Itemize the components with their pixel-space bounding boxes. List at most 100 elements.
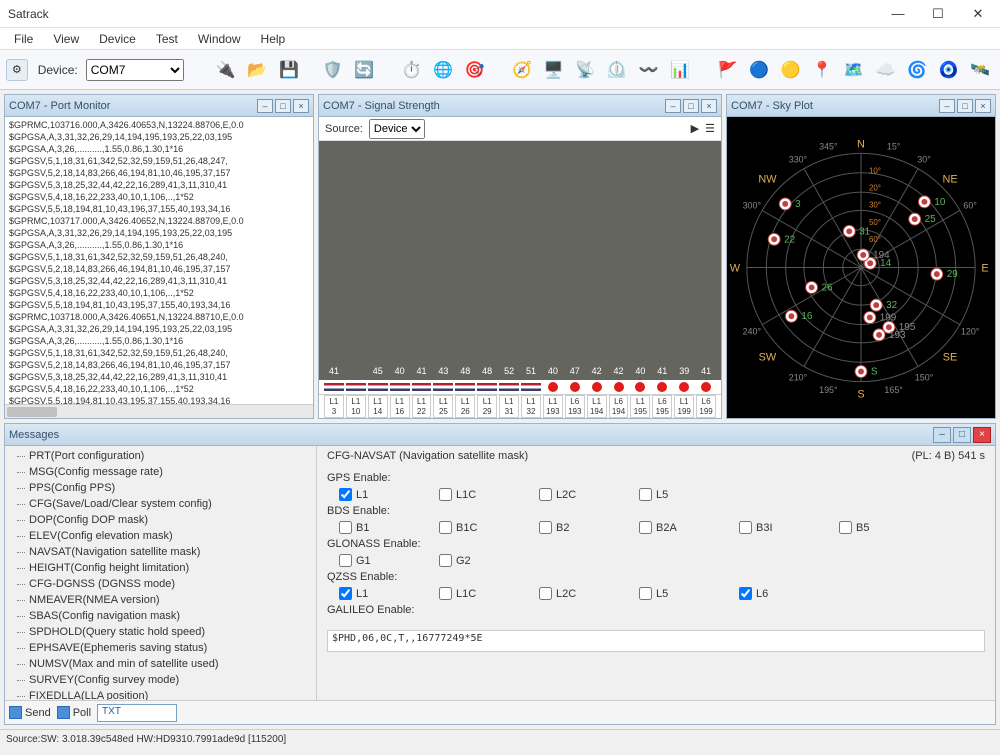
- compass-icon[interactable]: 🧭: [508, 56, 536, 84]
- checkbox-G2[interactable]: G2: [439, 554, 489, 567]
- send-checkbox[interactable]: Send: [9, 706, 51, 719]
- folder-icon[interactable]: 📂: [244, 56, 272, 84]
- signal-strength-panel: COM7 - Signal Strength – □ × Source: Dev…: [318, 94, 722, 419]
- flag1-icon[interactable]: 🚩: [714, 56, 742, 84]
- panel-min-button[interactable]: –: [933, 427, 951, 443]
- checkbox-L1C[interactable]: L1C: [439, 488, 489, 501]
- panel-min-button[interactable]: –: [257, 99, 273, 113]
- tree-item[interactable]: DOP(Config DOP mask): [29, 512, 316, 528]
- panel-max-button[interactable]: □: [957, 99, 973, 113]
- tree-item[interactable]: FIXEDLLA(LLA position): [29, 688, 316, 700]
- svg-text:30°: 30°: [869, 201, 881, 210]
- list-icon[interactable]: ☰: [705, 122, 715, 135]
- source-select[interactable]: Device: [369, 119, 425, 139]
- tree-item[interactable]: CFG(Save/Load/Clear system config): [29, 496, 316, 512]
- checkbox-B5[interactable]: B5: [839, 521, 889, 534]
- hscrollbar[interactable]: [5, 404, 313, 418]
- panel-max-button[interactable]: □: [953, 427, 971, 443]
- panel-close-button[interactable]: ×: [701, 99, 717, 113]
- tree-item[interactable]: ELEV(Config elevation mask): [29, 528, 316, 544]
- refresh-icon[interactable]: 🔄: [350, 56, 378, 84]
- svg-text:SW: SW: [759, 352, 777, 364]
- gear-icon[interactable]: ⚙: [6, 59, 28, 81]
- menu-view[interactable]: View: [43, 32, 89, 46]
- checkbox-L1[interactable]: L1: [339, 488, 389, 501]
- nav-icon[interactable]: 🧿: [935, 56, 963, 84]
- pin1-icon[interactable]: 📍: [808, 56, 836, 84]
- config-form: CFG-NAVSAT (Navigation satellite mask) (…: [317, 446, 995, 700]
- antenna-icon[interactable]: 📡: [571, 56, 599, 84]
- panel-min-button[interactable]: –: [665, 99, 681, 113]
- svg-text:165°: 165°: [884, 385, 903, 395]
- sync-icon[interactable]: 🌀: [903, 56, 931, 84]
- tree-item[interactable]: HEIGHT(Config height limitation): [29, 560, 316, 576]
- flag-icon[interactable]: ▶: [691, 122, 699, 135]
- save-icon[interactable]: 💾: [275, 56, 303, 84]
- checkbox-B1C[interactable]: B1C: [439, 521, 489, 534]
- svg-text:SE: SE: [943, 352, 958, 364]
- checkbox-L1[interactable]: L1: [339, 587, 389, 600]
- panel-close-button[interactable]: ×: [975, 99, 991, 113]
- tree-item[interactable]: SPDHOLD(Query static hold speed): [29, 624, 316, 640]
- device-select[interactable]: COM7: [86, 59, 185, 81]
- poll-checkbox[interactable]: Poll: [57, 706, 91, 719]
- monitor-icon[interactable]: 🖥️: [540, 56, 568, 84]
- panel-close-button[interactable]: ×: [973, 427, 991, 443]
- tree-item[interactable]: MSG(Config message rate): [29, 464, 316, 480]
- stopwatch-icon[interactable]: ⏱️: [398, 56, 426, 84]
- checkbox-B2[interactable]: B2: [539, 521, 589, 534]
- cloud-icon[interactable]: ☁️: [872, 56, 900, 84]
- close-button[interactable]: ✕: [958, 1, 998, 27]
- maximize-button[interactable]: ☐: [918, 1, 958, 27]
- tree-item[interactable]: NMEAVER(NMEA version): [29, 592, 316, 608]
- tree-item[interactable]: EPHSAVE(Ephemeris saving status): [29, 640, 316, 656]
- tree-item[interactable]: NAVSAT(Navigation satellite mask): [29, 544, 316, 560]
- menu-window[interactable]: Window: [188, 32, 251, 46]
- tree-item[interactable]: PPS(Config PPS): [29, 480, 316, 496]
- usb-icon[interactable]: 🔌: [212, 56, 240, 84]
- checkbox-L2C[interactable]: L2C: [539, 488, 589, 501]
- checkbox-L5[interactable]: L5: [639, 488, 689, 501]
- gauge-icon[interactable]: ⏲️: [603, 56, 631, 84]
- svg-text:3: 3: [795, 199, 801, 210]
- menu-help[interactable]: Help: [251, 32, 296, 46]
- checkbox-L2C[interactable]: L2C: [539, 587, 589, 600]
- checkbox-L5[interactable]: L5: [639, 587, 689, 600]
- pin2-icon[interactable]: 🗺️: [840, 56, 868, 84]
- source-label: Source:: [325, 123, 363, 135]
- toolbar: ⚙ Device: COM7 🔌 📂 💾 🛡️ 🔄 ⏱️ 🌐 🎯 🧭 🖥️ 📡 …: [0, 50, 1000, 90]
- panel-max-button[interactable]: □: [275, 99, 291, 113]
- panel-max-button[interactable]: □: [683, 99, 699, 113]
- panel-close-button[interactable]: ×: [293, 99, 309, 113]
- target-icon[interactable]: 🎯: [461, 56, 489, 84]
- svg-text:29: 29: [947, 269, 959, 280]
- signal-title: COM7 - Signal Strength: [323, 100, 440, 112]
- checkbox-L6[interactable]: L6: [739, 587, 789, 600]
- checkbox-L1C[interactable]: L1C: [439, 587, 489, 600]
- message-tree[interactable]: PRT(Port configuration)MSG(Config messag…: [5, 446, 317, 700]
- minimize-button[interactable]: —: [878, 1, 918, 27]
- chart-icon[interactable]: 📊: [666, 56, 694, 84]
- panel-min-button[interactable]: –: [939, 99, 955, 113]
- download-icon[interactable]: 🛡️: [319, 56, 347, 84]
- tree-item[interactable]: NUMSV(Max and min of satellite used): [29, 656, 316, 672]
- globe-icon[interactable]: 🌐: [429, 56, 457, 84]
- signal-chart: 4145404143484852514047424240413941: [319, 141, 721, 380]
- menu-device[interactable]: Device: [89, 32, 146, 46]
- checkbox-B3I[interactable]: B3I: [739, 521, 789, 534]
- tree-item[interactable]: SURVEY(Config survey mode): [29, 672, 316, 688]
- menu-test[interactable]: Test: [146, 32, 188, 46]
- tree-item[interactable]: PRT(Port configuration): [29, 448, 316, 464]
- flag2-icon[interactable]: 🔵: [745, 56, 773, 84]
- txt-field[interactable]: TXT: [97, 704, 177, 722]
- tree-item[interactable]: CFG-DGNSS (DGNSS mode): [29, 576, 316, 592]
- checkbox-B2A[interactable]: B2A: [639, 521, 689, 534]
- checkbox-B1[interactable]: B1: [339, 521, 389, 534]
- flag3-icon[interactable]: 🟡: [777, 56, 805, 84]
- svg-text:120°: 120°: [961, 327, 980, 337]
- checkbox-G1[interactable]: G1: [339, 554, 389, 567]
- sat-icon[interactable]: 🛰️: [966, 56, 994, 84]
- menu-file[interactable]: File: [4, 32, 43, 46]
- wave-icon[interactable]: 〰️: [635, 56, 663, 84]
- tree-item[interactable]: SBAS(Config navigation mask): [29, 608, 316, 624]
